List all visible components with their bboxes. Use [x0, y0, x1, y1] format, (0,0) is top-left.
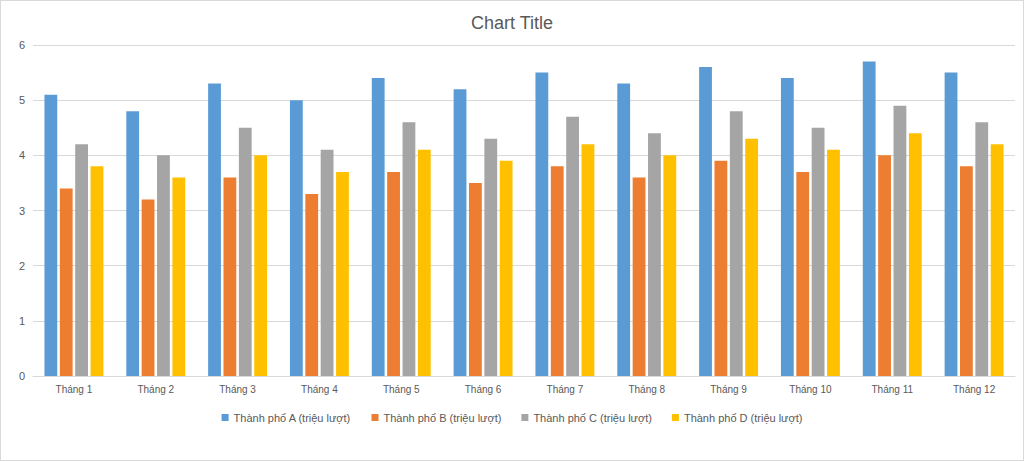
svg-text:Tháng 12: Tháng 12 [953, 384, 996, 395]
svg-text:4: 4 [19, 149, 25, 161]
svg-text:Tháng 5: Tháng 5 [383, 384, 420, 395]
svg-text:Tháng 10: Tháng 10 [789, 384, 832, 395]
svg-text:Tháng 2: Tháng 2 [137, 384, 174, 395]
svg-text:Tháng 4: Tháng 4 [301, 384, 338, 395]
svg-text:Tháng 3: Tháng 3 [219, 384, 256, 395]
svg-text:0: 0 [19, 370, 25, 382]
svg-text:3: 3 [19, 205, 25, 217]
svg-text:2: 2 [19, 260, 25, 272]
svg-text:Tháng 9: Tháng 9 [710, 384, 747, 395]
svg-text:Thành phố B (triệu lượt): Thành phố B (triệu lượt) [383, 412, 501, 424]
svg-text:Tháng 7: Tháng 7 [547, 384, 584, 395]
svg-text:Tháng 1: Tháng 1 [56, 384, 93, 395]
svg-text:Thành phố C (triệu lượt): Thành phố C (triệu lượt) [533, 412, 652, 424]
svg-text:Chart Title: Chart Title [471, 13, 553, 33]
svg-text:Tháng 8: Tháng 8 [628, 384, 665, 395]
svg-text:1: 1 [19, 315, 25, 327]
svg-text:6: 6 [19, 39, 25, 51]
svg-text:Thành phố A (triệu lượt): Thành phố A (triệu lượt) [234, 412, 351, 424]
svg-text:5: 5 [19, 94, 25, 106]
svg-text:Thành phố D (triệu lượt): Thành phố D (triệu lượt) [684, 412, 803, 424]
svg-text:Tháng 6: Tháng 6 [465, 384, 502, 395]
svg-text:Tháng 11: Tháng 11 [871, 384, 913, 395]
